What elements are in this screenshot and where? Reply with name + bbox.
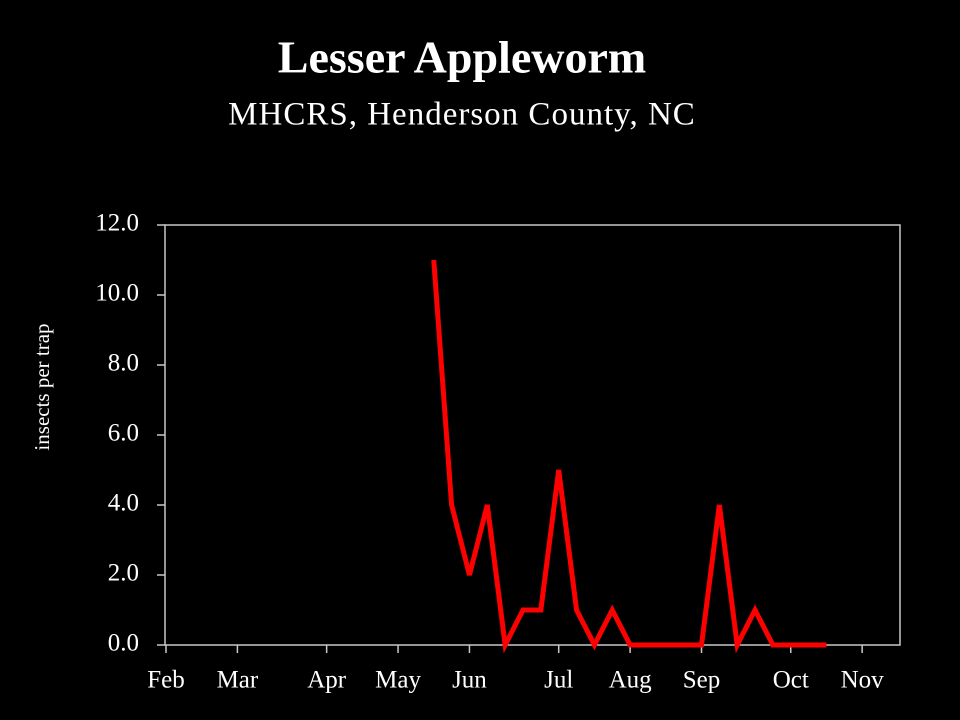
x-tick-label: Jun [452,667,487,694]
y-tick-label: 4.0 [108,490,139,517]
y-tick-label: 6.0 [108,420,139,447]
y-tick-label: 12.0 [95,210,139,237]
y-tick-label: 0.0 [108,630,139,657]
y-tick-label: 8.0 [108,350,139,377]
x-tick-label: May [375,667,421,694]
x-tick-label: Jul [544,667,573,694]
x-tick-label: Mar [217,667,259,694]
x-tick-label: Nov [841,667,885,694]
chart-title: Lesser Appleworm [278,32,646,83]
data-line [431,259,827,654]
x-tick-label: Apr [307,667,347,694]
y-tick-label: 10.0 [95,280,139,307]
x-tick-label: Aug [609,667,653,694]
x-tick-label: Feb [147,667,185,694]
chart-subtitle: MHCRS, Henderson County, NC [228,97,696,133]
y-axis-label: insects per trap [30,323,54,450]
x-tick-label: Oct [773,667,809,694]
y-tick-label: 2.0 [108,560,139,587]
x-tick-label: Sep [683,667,721,694]
